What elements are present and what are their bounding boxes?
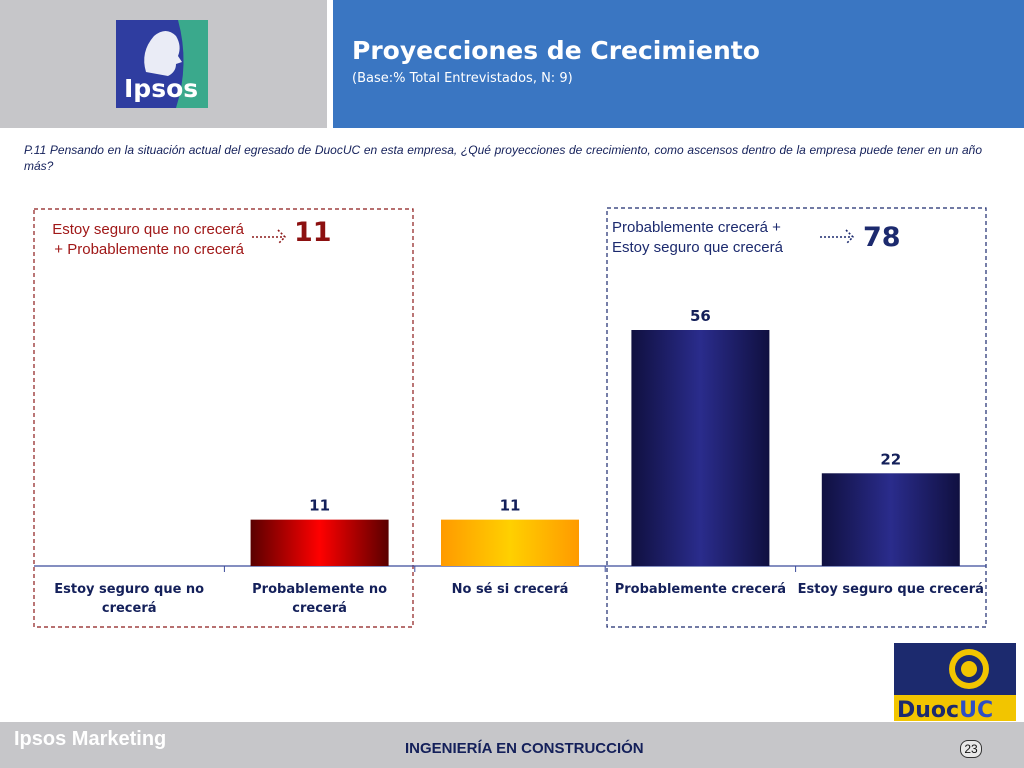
category-label-3: No sé si crecerá <box>452 582 569 597</box>
uc-logo-text: UC <box>959 698 993 721</box>
data-label-5: 22 <box>880 450 901 468</box>
left-group-box <box>33 208 414 628</box>
left-group-label: Estoy seguro que no crecerá + Probableme… <box>52 221 244 258</box>
bar-4 <box>631 330 770 566</box>
page-number: 23 <box>960 740 982 758</box>
page-subtitle: (Base:% Total Entrevistados, N: 9) <box>352 71 573 86</box>
category-label-2: crecerá <box>292 601 347 616</box>
left-arrow-icon <box>252 229 287 245</box>
right-group-label: Probablemente crecerá + Estoy seguro que… <box>612 219 783 256</box>
right-group-total: 78 <box>863 222 901 253</box>
category-label-1: Estoy seguro que no <box>54 582 204 597</box>
ipsos-logo: Ipsos <box>116 20 208 108</box>
survey-question: P.11 Pensando en la situación actual del… <box>24 143 982 173</box>
page-title: Proyecciones de Crecimiento <box>352 36 760 65</box>
data-label-3: 11 <box>500 497 521 515</box>
bar-5 <box>821 473 960 566</box>
category-label-1: crecerá <box>102 601 157 616</box>
header-title-panel <box>333 0 1024 128</box>
footer-brand: Ipsos Marketing <box>14 728 167 750</box>
left-group-total: 11 <box>294 217 332 248</box>
footer-bar <box>0 722 1024 768</box>
duocuc-logo: DuocUC <box>894 643 1016 721</box>
category-label-4: Probablemente crecerá <box>615 582 786 597</box>
bar-chart: Estoy seguro que no crecerá 11 Probablement… <box>33 207 987 628</box>
footer-career: INGENIERÍA EN CONSTRUCCIÓN <box>405 740 644 757</box>
svg-text:DuocUC: DuocUC <box>897 698 993 721</box>
category-label-5: Estoy seguro que crecerá <box>798 582 984 597</box>
right-group-box <box>606 207 987 628</box>
ipsos-logo-text: Ipsos <box>124 74 198 103</box>
duoc-logo-text: Duoc <box>897 698 959 721</box>
category-label-2: Probablemente no <box>252 582 387 597</box>
bar-2 <box>250 519 389 566</box>
bar-3 <box>441 519 579 566</box>
data-label-4: 56 <box>690 307 711 325</box>
right-arrow-icon <box>820 229 855 245</box>
data-label-2: 11 <box>309 497 330 515</box>
